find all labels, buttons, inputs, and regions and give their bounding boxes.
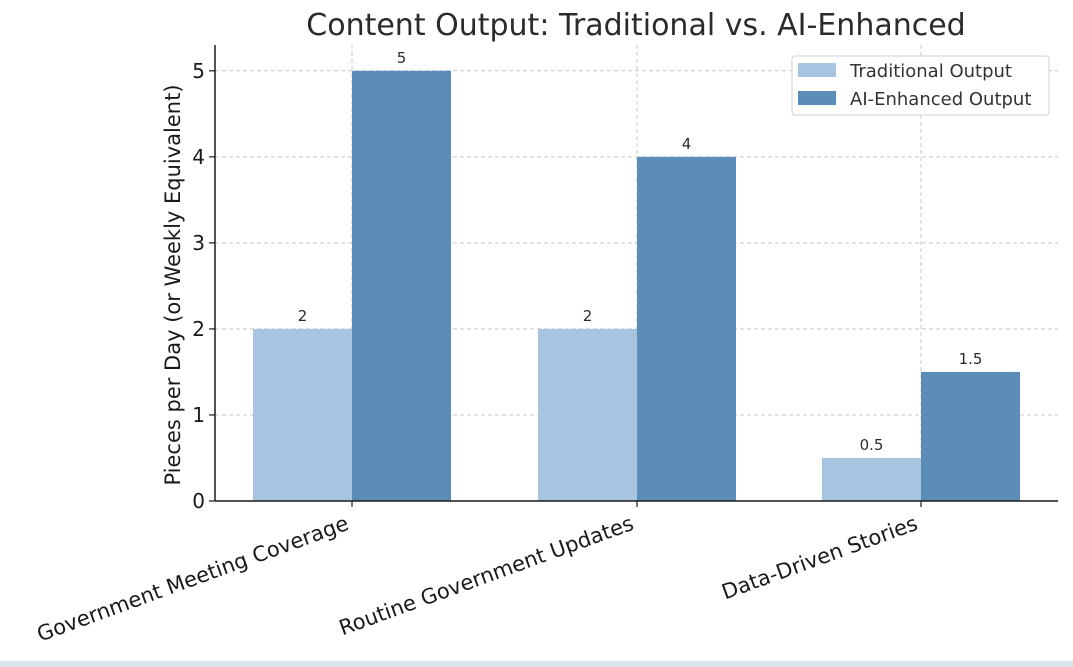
bar-value-label: 4 xyxy=(682,135,692,153)
y-tick-label: 0 xyxy=(192,489,205,513)
y-axis-label: Pieces per Day (or Weekly Equivalent) xyxy=(161,84,185,485)
legend-swatch-ai-enhanced xyxy=(798,91,836,105)
y-tick-label: 3 xyxy=(192,231,205,255)
x-tick-label: Data-Driven Stories xyxy=(719,511,921,604)
chart-title: Content Output: Traditional vs. AI-Enhan… xyxy=(306,8,965,43)
bar xyxy=(637,156,736,501)
bar-value-label: 1.5 xyxy=(959,350,983,368)
y-tick-label: 4 xyxy=(192,145,205,169)
y-tick-label: 1 xyxy=(192,403,205,427)
bar-value-label: 0.5 xyxy=(860,436,884,454)
legend-label-traditional: Traditional Output xyxy=(849,61,1012,82)
bar xyxy=(538,328,637,501)
bar-value-label: 2 xyxy=(583,307,593,325)
frame-edge xyxy=(0,661,1073,667)
x-tick-label: Routine Government Updates xyxy=(336,511,637,640)
legend-label-ai-enhanced: AI-Enhanced Output xyxy=(850,89,1031,110)
y-tick-label: 2 xyxy=(192,317,205,341)
legend: Traditional Output AI-Enhanced Output xyxy=(791,55,1050,116)
x-tick-label: Government Meeting Coverage xyxy=(34,511,352,646)
bar xyxy=(352,70,451,502)
y-tick-label: 5 xyxy=(192,59,205,83)
bar-value-label: 5 xyxy=(397,49,407,67)
legend-swatch-traditional xyxy=(798,63,836,77)
bar xyxy=(253,328,352,501)
bar xyxy=(822,457,921,501)
bar-value-label: 2 xyxy=(298,307,308,325)
legend-box xyxy=(791,55,1050,116)
bar xyxy=(921,371,1020,501)
